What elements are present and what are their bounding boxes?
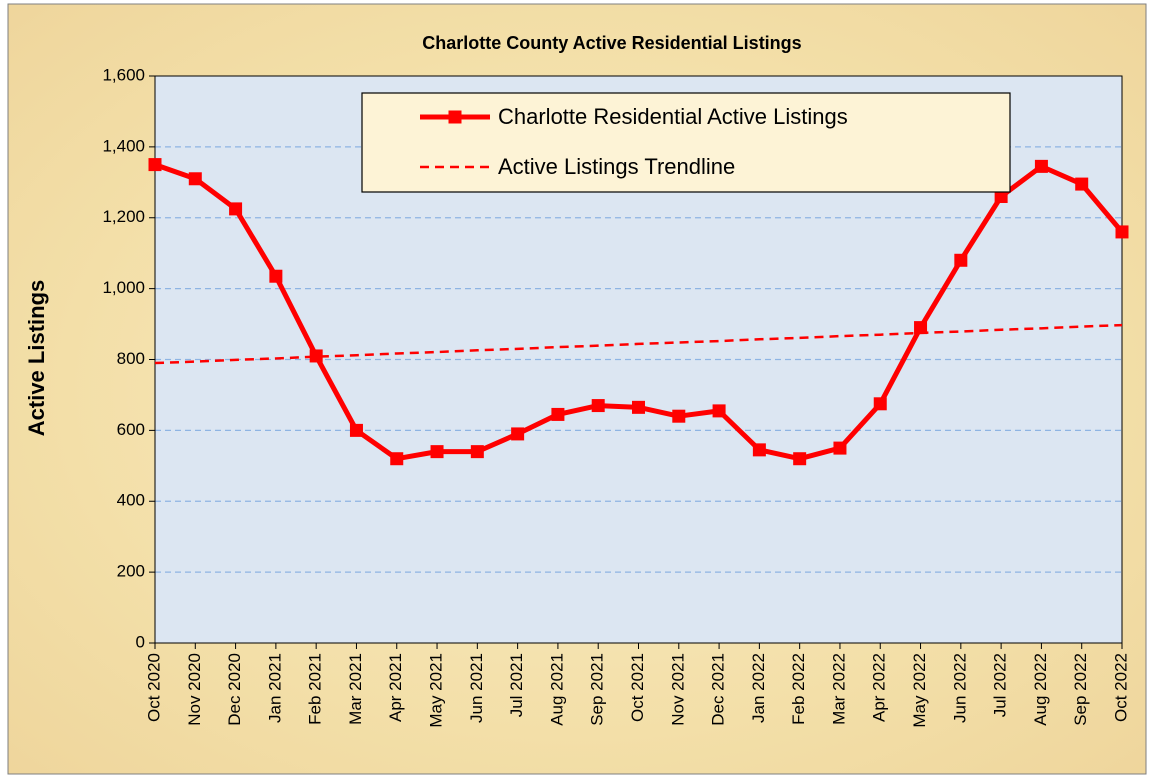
x-tick-label: Dec 2021 <box>709 653 728 726</box>
x-tick-label: Jan 2022 <box>749 653 768 723</box>
y-axis-label: Active Listings <box>24 280 49 436</box>
data-marker <box>390 452 404 466</box>
x-tick-label: Sep 2021 <box>588 653 607 726</box>
x-tick-label: Jun 2021 <box>467 653 486 723</box>
chart-title: Charlotte County Active Residential List… <box>422 33 801 53</box>
x-tick-label: Nov 2021 <box>668 653 687 726</box>
x-tick-label: Mar 2021 <box>346 653 365 725</box>
x-tick-label: Aug 2022 <box>1031 653 1050 726</box>
data-marker <box>914 321 928 335</box>
data-marker <box>229 202 243 216</box>
y-tick-label: 1,600 <box>102 65 145 84</box>
y-tick-label: 400 <box>117 491 145 510</box>
x-tick-label: Jan 2021 <box>265 653 284 723</box>
data-marker <box>148 158 162 172</box>
data-marker <box>551 407 565 421</box>
x-tick-label: Apr 2022 <box>870 653 889 722</box>
data-marker <box>1115 225 1129 239</box>
data-marker <box>752 443 766 457</box>
data-marker <box>309 349 323 363</box>
x-tick-label: Apr 2021 <box>386 653 405 722</box>
data-marker <box>672 409 686 423</box>
data-marker <box>1075 177 1089 191</box>
data-marker <box>793 452 807 466</box>
data-marker <box>349 423 363 437</box>
data-marker <box>873 397 887 411</box>
legend-marker <box>448 110 462 124</box>
data-marker <box>591 399 605 413</box>
x-tick-label: Jul 2022 <box>991 653 1010 717</box>
y-tick-label: 600 <box>117 420 145 439</box>
x-tick-label: Feb 2022 <box>789 653 808 725</box>
legend-box <box>361 92 1011 193</box>
x-tick-label: Dec 2020 <box>225 653 244 726</box>
x-tick-label: May 2022 <box>910 653 929 728</box>
x-tick-label: Nov 2020 <box>185 653 204 726</box>
y-tick-label: 1,200 <box>102 207 145 226</box>
data-marker <box>833 441 847 455</box>
y-tick-label: 1,400 <box>102 136 145 155</box>
y-tick-label: 1,000 <box>102 278 145 297</box>
data-marker <box>712 404 726 418</box>
x-tick-label: Sep 2022 <box>1071 653 1090 726</box>
data-marker <box>511 427 525 441</box>
data-marker <box>1034 159 1048 173</box>
x-tick-label: Aug 2021 <box>547 653 566 726</box>
x-tick-label: Jul 2021 <box>507 653 526 717</box>
x-tick-label: Oct 2022 <box>1111 653 1130 722</box>
y-tick-label: 0 <box>136 632 145 651</box>
y-tick-label: 800 <box>117 349 145 368</box>
x-tick-label: Oct 2021 <box>628 653 647 722</box>
data-marker <box>954 253 968 267</box>
data-marker <box>994 189 1008 203</box>
data-marker <box>188 172 202 186</box>
legend-label: Active Listings Trendline <box>498 154 735 179</box>
data-marker <box>269 269 283 283</box>
x-tick-label: May 2021 <box>427 653 446 728</box>
x-tick-label: Oct 2020 <box>144 653 163 722</box>
legend-label: Charlotte Residential Active Listings <box>498 104 848 129</box>
x-tick-label: Jun 2022 <box>950 653 969 723</box>
data-marker <box>430 445 444 459</box>
x-tick-label: Feb 2021 <box>306 653 325 725</box>
trendline <box>154 323 1123 365</box>
data-marker <box>632 400 645 414</box>
data-marker <box>470 445 484 459</box>
x-tick-label: Mar 2022 <box>829 653 848 725</box>
y-tick-label: 200 <box>117 562 145 581</box>
